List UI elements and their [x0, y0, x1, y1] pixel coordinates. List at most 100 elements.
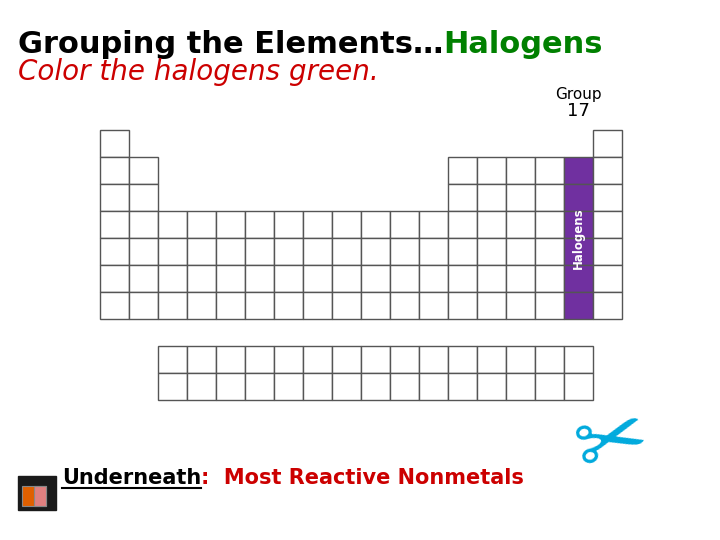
Bar	[129, 211, 158, 238]
Bar	[448, 157, 477, 184]
Bar	[274, 346, 303, 373]
Bar	[477, 238, 506, 265]
Text: Group: Group	[555, 87, 602, 102]
Bar	[245, 265, 274, 292]
Bar	[129, 184, 158, 211]
Bar	[303, 211, 332, 238]
Bar	[535, 373, 564, 400]
Bar	[216, 346, 245, 373]
FancyBboxPatch shape	[34, 486, 46, 506]
Text: Grouping the Elements…: Grouping the Elements…	[18, 30, 444, 59]
Bar	[477, 184, 506, 211]
Bar	[129, 157, 158, 184]
Bar	[477, 211, 506, 238]
Bar	[506, 346, 535, 373]
Bar	[100, 157, 129, 184]
Bar	[448, 292, 477, 319]
Bar	[564, 157, 593, 184]
Bar	[390, 238, 419, 265]
Bar	[535, 292, 564, 319]
Bar	[361, 292, 390, 319]
Bar	[100, 292, 129, 319]
Bar	[187, 346, 216, 373]
Text: Halogens: Halogens	[572, 207, 585, 269]
Bar	[100, 130, 129, 157]
Bar	[245, 346, 274, 373]
Bar	[564, 211, 593, 238]
Bar	[506, 292, 535, 319]
Bar	[274, 238, 303, 265]
Bar	[245, 373, 274, 400]
Bar	[361, 346, 390, 373]
FancyBboxPatch shape	[18, 476, 56, 510]
Bar	[506, 238, 535, 265]
Bar	[303, 292, 332, 319]
Bar	[390, 265, 419, 292]
Bar	[274, 265, 303, 292]
Bar	[158, 211, 187, 238]
Bar	[390, 373, 419, 400]
Bar	[187, 292, 216, 319]
Bar	[448, 211, 477, 238]
Bar	[477, 157, 506, 184]
Bar	[332, 373, 361, 400]
Text: 17: 17	[567, 102, 590, 120]
Bar	[564, 238, 593, 265]
Bar	[100, 211, 129, 238]
Bar	[361, 373, 390, 400]
Bar	[506, 184, 535, 211]
Bar	[332, 292, 361, 319]
Bar	[564, 373, 593, 400]
Bar	[390, 346, 419, 373]
Bar	[390, 211, 419, 238]
Bar	[448, 184, 477, 211]
Bar	[564, 265, 593, 292]
Bar	[506, 373, 535, 400]
Bar	[100, 184, 129, 211]
Bar	[245, 211, 274, 238]
Bar	[303, 238, 332, 265]
Bar	[361, 265, 390, 292]
Bar	[158, 373, 187, 400]
Bar	[332, 346, 361, 373]
Bar	[100, 238, 129, 265]
Bar	[506, 265, 535, 292]
Text: :  Most Reactive Nonmetals: : Most Reactive Nonmetals	[202, 468, 524, 488]
Bar	[564, 292, 593, 319]
Text: Color the halogens green.: Color the halogens green.	[18, 58, 379, 86]
Bar	[593, 130, 622, 157]
Bar	[129, 292, 158, 319]
Bar	[187, 265, 216, 292]
Bar	[448, 346, 477, 373]
Bar	[448, 265, 477, 292]
Bar	[477, 373, 506, 400]
Bar	[303, 373, 332, 400]
Bar	[535, 238, 564, 265]
Bar	[593, 211, 622, 238]
Bar	[245, 292, 274, 319]
Bar	[361, 238, 390, 265]
Bar	[419, 265, 448, 292]
Bar	[216, 292, 245, 319]
Bar	[158, 346, 187, 373]
Bar	[535, 184, 564, 211]
Bar	[535, 265, 564, 292]
Bar	[187, 238, 216, 265]
Bar	[216, 265, 245, 292]
Bar	[419, 211, 448, 238]
Bar	[187, 211, 216, 238]
Text: ✂: ✂	[567, 396, 657, 495]
Bar	[535, 211, 564, 238]
Bar	[245, 238, 274, 265]
Bar	[593, 238, 622, 265]
Bar	[332, 211, 361, 238]
Bar	[187, 373, 216, 400]
Bar	[419, 292, 448, 319]
Bar	[535, 157, 564, 184]
Bar	[477, 292, 506, 319]
Bar	[448, 373, 477, 400]
Bar	[419, 346, 448, 373]
Bar	[419, 373, 448, 400]
Bar	[100, 265, 129, 292]
Bar	[274, 292, 303, 319]
